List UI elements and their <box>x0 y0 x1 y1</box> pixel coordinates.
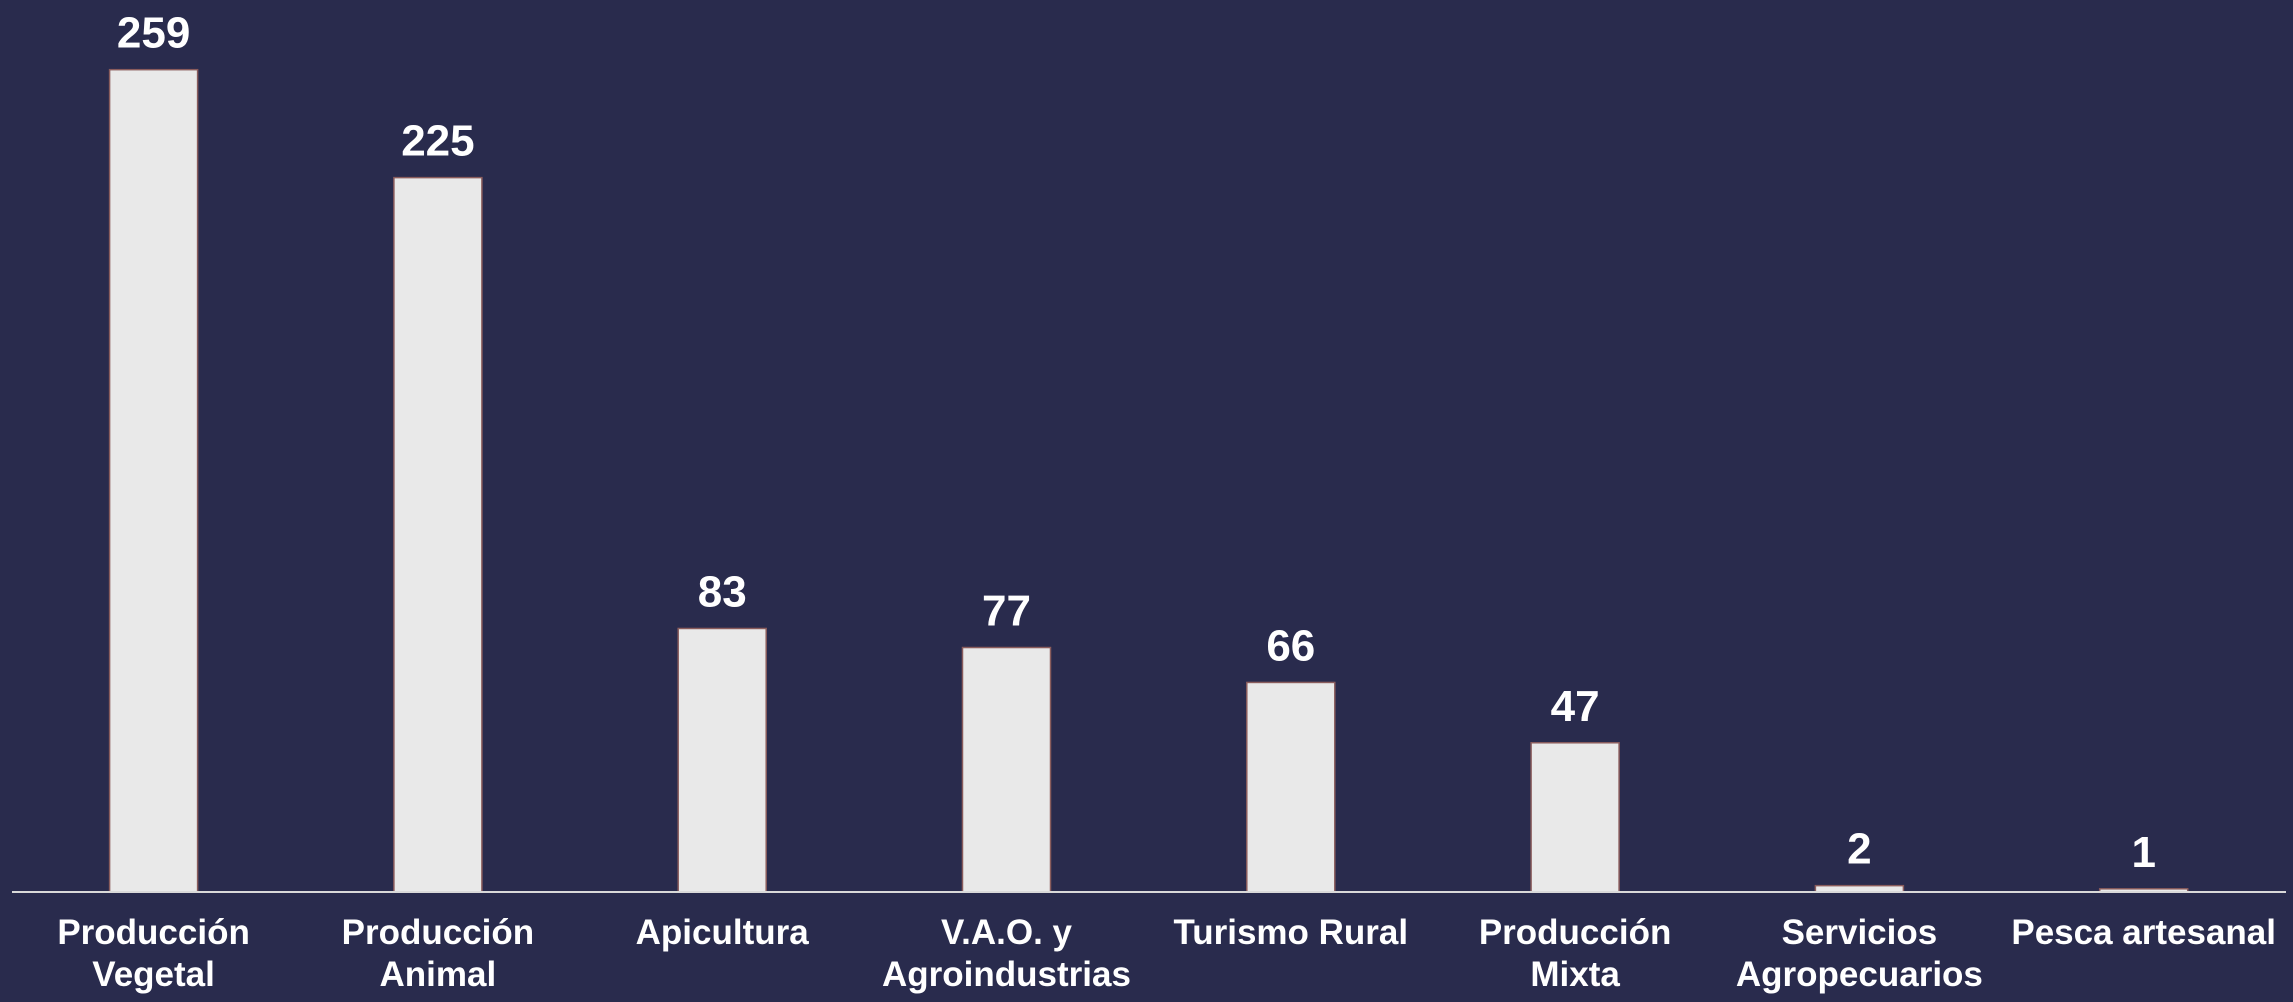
bar <box>1530 742 1620 893</box>
bar <box>677 627 767 893</box>
x-tick-label: Producción Mixta <box>1478 913 1672 994</box>
x-tick-label: V.A.O. y Agroindustrias <box>882 913 1131 994</box>
value-label: 259 <box>117 9 190 58</box>
value-label: 2 <box>1847 825 1871 874</box>
x-tick-label: Turismo Rural <box>1173 913 1409 952</box>
value-label: 77 <box>982 587 1031 636</box>
x-tick-label: Servicios Agropecuarios <box>1735 913 1983 994</box>
bar <box>393 176 483 893</box>
value-label: 47 <box>1551 682 1600 731</box>
x-tick-label: Pesca artesanal <box>2011 913 2276 952</box>
x-tick-label: Apicultura <box>635 913 809 952</box>
x-tick-label: Producción Animal <box>341 913 535 994</box>
bar <box>108 68 199 893</box>
value-label: 225 <box>401 117 474 166</box>
x-tick-label: Producción Vegetal <box>57 913 250 994</box>
value-label: 1 <box>2131 828 2155 877</box>
value-label: 83 <box>698 567 747 616</box>
bar <box>961 646 1052 893</box>
value-label: 66 <box>1266 621 1315 670</box>
bar <box>1246 681 1336 893</box>
